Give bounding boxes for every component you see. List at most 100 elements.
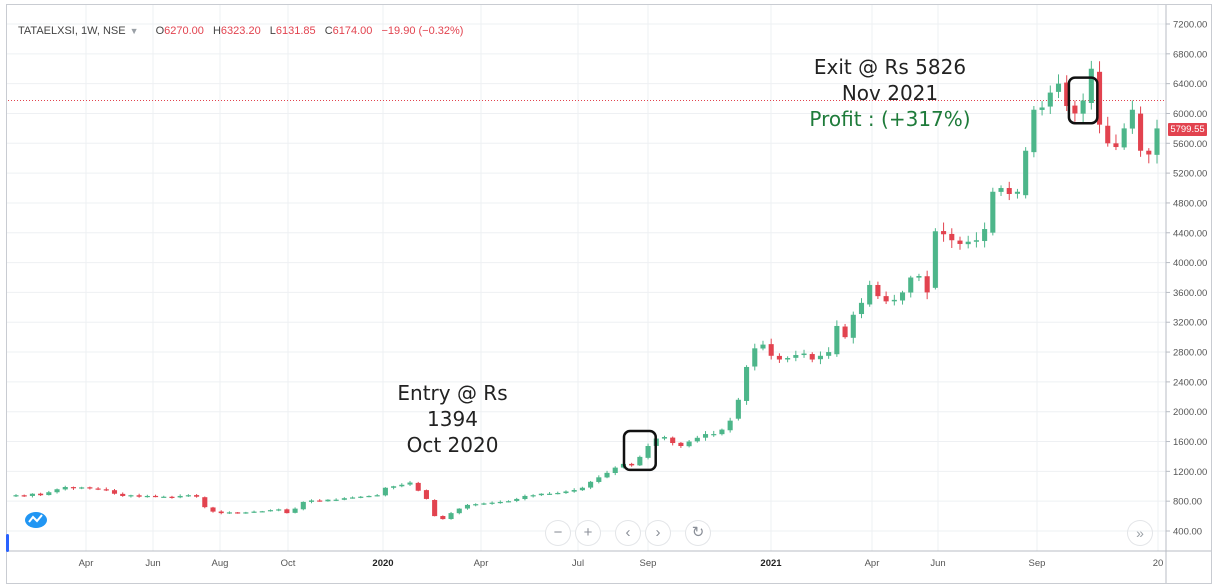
candle-body [95, 488, 101, 490]
candle-body [579, 487, 585, 491]
candle-body [481, 503, 487, 505]
candle-body [670, 437, 676, 444]
candle-body [169, 496, 175, 498]
exit-date-text: Nov 2021 [841, 81, 939, 105]
candle-body [407, 482, 413, 485]
minus-icon[interactable]: − [546, 521, 570, 545]
candle-body [629, 463, 635, 466]
candle-body [1096, 71, 1103, 125]
y-tick-label: 5200.00 [1173, 169, 1207, 180]
candle-body [202, 497, 208, 508]
candle-body [153, 495, 159, 498]
candle-body [38, 493, 44, 496]
y-tick-label: 7200.00 [1173, 20, 1207, 31]
high-value: 6323.20 [220, 25, 261, 37]
y-tick-label: 4800.00 [1173, 198, 1207, 209]
candle-body [1138, 113, 1144, 151]
plus-icon[interactable]: + [576, 521, 600, 545]
x-tick-label: Apr [474, 558, 489, 569]
tradingview-cloud-icon[interactable] [24, 509, 48, 529]
change-value: −19.90 (−0.32%) [381, 25, 464, 37]
close-key: C [324, 25, 333, 37]
candle-body [456, 508, 462, 514]
candle-body [924, 276, 930, 293]
y-tick-label: 400.00 [1173, 527, 1202, 538]
chevron-left-icon[interactable]: ‹ [616, 521, 640, 545]
drawing-toolbar-handle[interactable] [6, 534, 9, 552]
candle-body [735, 399, 741, 419]
y-tick-label: 2000.00 [1173, 407, 1207, 418]
y-tick-label: 6800.00 [1173, 49, 1207, 60]
candle-body [1039, 107, 1045, 110]
y-tick-label: 1200.00 [1173, 467, 1207, 478]
candle-body [834, 325, 840, 355]
candle-body [259, 511, 265, 513]
candle-body [555, 492, 561, 495]
candle-body [1031, 109, 1037, 153]
candle-body [87, 487, 93, 489]
candle-body [440, 516, 446, 520]
x-tick-label: Jul [572, 558, 584, 569]
x-tick-label: Aug [212, 558, 229, 569]
candle-body [448, 513, 454, 520]
candle-body [505, 501, 512, 503]
candle-body [957, 240, 963, 244]
profit-text: Profit : (+317%) [809, 107, 971, 131]
candle-body [563, 491, 569, 494]
candle-body [637, 456, 643, 466]
candle-body [645, 446, 651, 458]
candle-body [1064, 82, 1070, 107]
candle-body [243, 512, 249, 514]
candle-body [826, 352, 832, 356]
candle-body [530, 495, 536, 497]
candle-body [744, 366, 750, 401]
candle-body [760, 344, 766, 349]
candle-body [473, 504, 479, 506]
candle-body [1023, 150, 1029, 196]
candle-body [973, 240, 979, 242]
chevron-right-icon[interactable]: › [646, 521, 670, 545]
candle-body [571, 489, 577, 492]
candle-body [817, 355, 823, 360]
candle-body [79, 487, 85, 489]
candle-body [111, 490, 118, 494]
candle-body [366, 495, 372, 498]
candle-body [391, 486, 397, 488]
candle-body [185, 495, 191, 497]
candle-body [727, 420, 733, 431]
candle-body [300, 501, 306, 510]
candle-body [432, 500, 438, 517]
candle-body [497, 501, 503, 504]
candle-body [489, 502, 495, 504]
candle-body [308, 500, 315, 502]
candle-body [776, 355, 782, 360]
candle-body [144, 495, 150, 498]
candle-body [1072, 105, 1078, 114]
candle-body [711, 434, 717, 436]
candle-body [29, 493, 35, 496]
candle-body [809, 354, 815, 360]
candle-body [1088, 68, 1094, 103]
candle-body [858, 302, 865, 315]
candle-body [719, 429, 725, 435]
symbol-label[interactable]: TATAELXSI, 1W, NSE [18, 25, 126, 37]
reset-icon[interactable]: ↻ [686, 521, 710, 545]
y-tick-label: 6000.00 [1173, 109, 1207, 120]
candle-body [62, 487, 68, 490]
candle-body [358, 496, 364, 498]
double-chevron-right-icon[interactable]: » [1128, 521, 1152, 545]
candle-body [399, 484, 405, 487]
candle-body [867, 284, 873, 305]
candle-body [350, 497, 356, 499]
candle-body [588, 481, 594, 488]
candle-body [514, 498, 520, 501]
candle-body [522, 495, 528, 500]
candle-body [793, 355, 799, 358]
candle-body [1047, 92, 1053, 107]
candle-body [702, 434, 709, 438]
y-tick-label: 1600.00 [1173, 437, 1207, 448]
chevron-down-icon[interactable]: ▼ [129, 26, 139, 36]
candle-body [194, 495, 200, 497]
candle-body [374, 495, 380, 497]
